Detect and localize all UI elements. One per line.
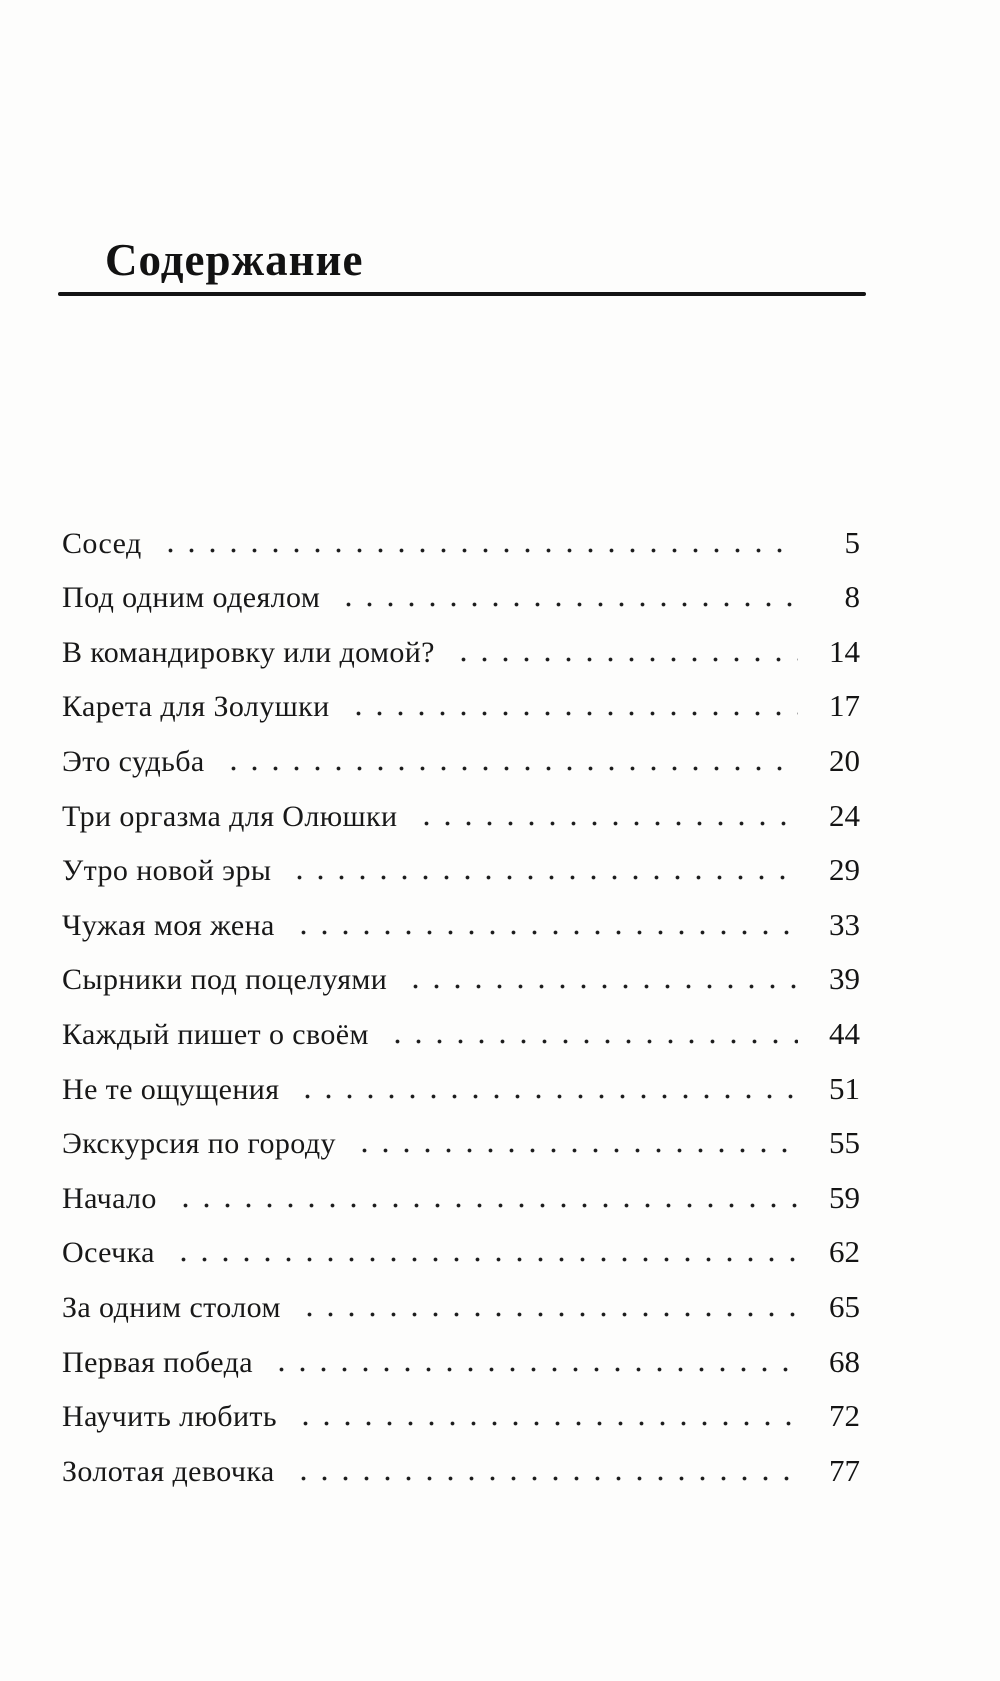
toc-entry-title: Начало (62, 1181, 157, 1215)
table-of-contents: Сосед 5 Под одним одеялом 8 В командиров… (62, 520, 860, 1503)
toc-entry-row: За одним столом 65 (62, 1284, 860, 1339)
dot-leader (345, 711, 798, 717)
toc-entry-row: Три оргазма для Олюшки 24 (62, 793, 860, 848)
toc-entry-title: Каждый пишет о своём (62, 1017, 369, 1051)
toc-entry-title: Сосед (62, 526, 142, 560)
dot-leader (287, 875, 798, 881)
toc-entry-row: Экскурсия по городу 55 (62, 1120, 860, 1175)
toc-entry-title: Сырники под поцелуями (62, 963, 388, 997)
toc-entry-page-number: 8 (844, 579, 861, 615)
toc-entry-page-number: 33 (829, 906, 860, 942)
toc-entry-row: Это судьба 20 (62, 738, 860, 793)
toc-entry-page-number: 24 (829, 797, 860, 833)
dot-leader (351, 1148, 798, 1154)
toc-entry-page-number: 17 (829, 688, 860, 724)
toc-entry-row: Золотая девочка 77 (62, 1448, 860, 1503)
toc-entry-page-number: 72 (829, 1398, 860, 1434)
dot-leader (290, 1475, 798, 1481)
toc-entry-page-number: 77 (829, 1452, 860, 1488)
dot-leader (413, 820, 798, 826)
dot-leader (290, 929, 798, 935)
toc-entry-title: Золотая девочка (62, 1454, 275, 1488)
toc-entry-row: Под одним одеялом 8 (62, 574, 860, 629)
toc-entry-row: Карета для Золушки 17 (62, 683, 860, 738)
toc-entry-row: Научить любить 72 (62, 1393, 860, 1448)
toc-entry-row: Начало 59 (62, 1175, 860, 1230)
dot-leader (450, 656, 798, 662)
toc-entry-row: Утро новой эры 29 (62, 847, 860, 902)
toc-entry-page-number: 59 (829, 1179, 860, 1215)
toc-entry-page-number: 44 (829, 1015, 860, 1051)
toc-entry-title: Под одним одеялом (62, 581, 321, 615)
toc-entry-row: Сырники под поцелуями 39 (62, 956, 860, 1011)
toc-entry-title: Осечка (62, 1236, 155, 1270)
toc-entry-page-number: 62 (829, 1234, 860, 1270)
toc-entry-title: Чужая моя жена (62, 908, 275, 942)
dot-leader (157, 547, 798, 553)
toc-entry-row: Первая победа 68 (62, 1339, 860, 1394)
dot-leader (172, 1202, 798, 1208)
toc-entry-title: Три оргазма для Олюшки (62, 799, 398, 833)
toc-entry-title: Экскурсия по городу (62, 1127, 336, 1161)
dot-leader (403, 984, 798, 990)
dot-leader (220, 765, 798, 771)
toc-entry-title: Утро новой эры (62, 854, 272, 888)
toc-entry-title: Карета для Золушки (62, 690, 330, 724)
toc-entry-title: За одним столом (62, 1290, 281, 1324)
dot-leader (293, 1421, 798, 1427)
toc-entry-page-number: 65 (829, 1288, 860, 1324)
dot-leader (295, 1093, 798, 1099)
toc-entry-title: В командировку или домой? (62, 635, 435, 669)
toc-entry-page-number: 29 (829, 852, 860, 888)
toc-entry-page-number: 14 (829, 633, 860, 669)
toc-entry-page-number: 68 (829, 1343, 860, 1379)
toc-entry-page-number: 51 (829, 1070, 860, 1106)
toc-entry-row: Осечка 62 (62, 1229, 860, 1284)
toc-entry-title: Первая победа (62, 1345, 253, 1379)
dot-leader (269, 1366, 798, 1372)
toc-entry-title: Научить любить (62, 1400, 277, 1434)
toc-entry-row: Чужая моя жена 33 (62, 902, 860, 957)
toc-entry-page-number: 39 (829, 961, 860, 997)
dot-leader (336, 602, 798, 608)
toc-entry-page-number: 55 (829, 1125, 860, 1161)
dot-leader (384, 1038, 798, 1044)
toc-entry-page-number: 5 (844, 524, 861, 560)
dot-leader (296, 1311, 798, 1317)
toc-entry-title: Это судьба (62, 744, 205, 778)
title-rule-divider (58, 291, 866, 296)
toc-entry-row: Каждый пишет о своём 44 (62, 1011, 860, 1066)
toc-entry-page-number: 20 (829, 742, 860, 778)
page-title: Содержание (105, 235, 364, 285)
dot-leader (170, 1257, 798, 1263)
toc-entry-row: Сосед 5 (62, 520, 860, 575)
toc-entry-row: Не те ощущения 51 (62, 1066, 860, 1121)
toc-entry-title: Не те ощущения (62, 1072, 280, 1106)
toc-entry-row: В командировку или домой? 14 (62, 629, 860, 684)
